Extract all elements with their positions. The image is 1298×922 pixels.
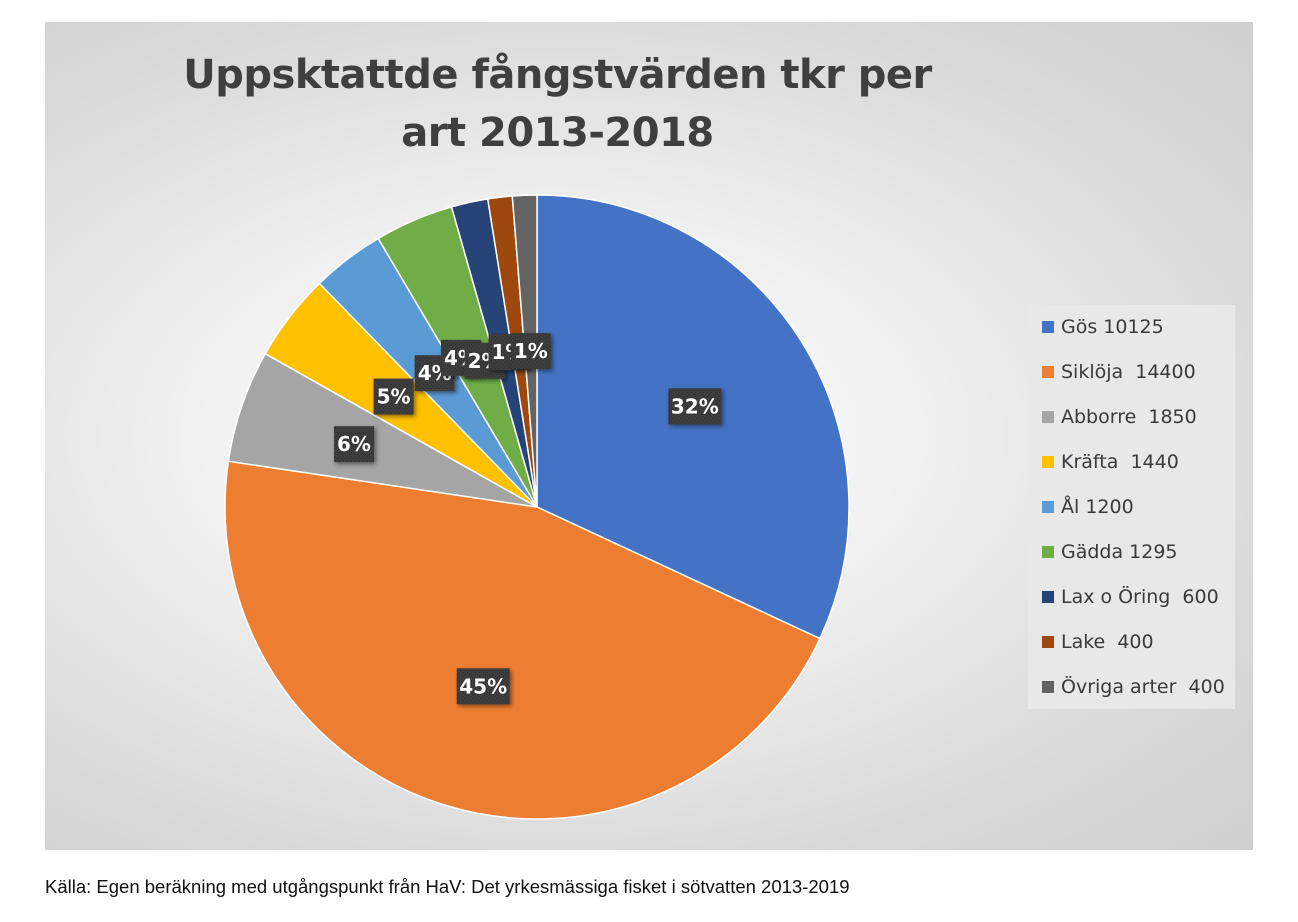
legend-label: Lax o Öring 600 [1061, 586, 1219, 608]
source-note: Källa: Egen beräkning med utgångspunkt f… [45, 876, 850, 897]
legend-label: Kräfta 1440 [1061, 451, 1179, 473]
legend-label: Abborre 1850 [1061, 406, 1197, 428]
legend-item: Kräfta 1440 [1042, 448, 1179, 476]
data-label: 6% [334, 426, 374, 463]
chart-title: Uppsktattde fångstvärden tkr per art 201… [183, 52, 932, 156]
legend-swatch [1042, 456, 1054, 468]
data-label-text: 45% [459, 674, 507, 698]
legend-item: Övriga arter 400 [1042, 673, 1225, 701]
legend-item: Siklöja 14400 [1042, 358, 1196, 386]
pie-chart: 32%45%6%5%4%4%2%1%1% [224, 194, 850, 820]
legend: Gös 10125 Siklöja 14400 Abborre 1850 Kräfta… [1028, 305, 1235, 709]
legend-label: Gös 10125 [1061, 316, 1164, 338]
legend-label: Siklöja 14400 [1061, 361, 1196, 383]
legend-item: Ål 1200 [1042, 493, 1134, 521]
data-label-text: 6% [337, 432, 371, 456]
data-label: 5% [373, 378, 414, 415]
legend-label: Lake 400 [1061, 631, 1154, 653]
legend-label: Gädda 1295 [1061, 541, 1178, 563]
data-label: 32% [668, 388, 722, 425]
legend-swatch [1042, 411, 1054, 423]
chart-area: Uppsktattde fångstvärden tkr per art 201… [45, 22, 1253, 850]
legend-item: Gös 10125 [1042, 313, 1164, 341]
data-label: 1% [510, 333, 551, 370]
legend-item: Lake 400 [1042, 628, 1154, 656]
data-label-text: 32% [671, 394, 719, 418]
data-label: 45% [456, 668, 510, 705]
legend-swatch [1042, 321, 1054, 333]
data-label-text: 1% [514, 339, 548, 363]
legend-label: Ål 1200 [1061, 496, 1134, 518]
data-label-text: 5% [377, 385, 411, 409]
legend-item: Lax o Öring 600 [1042, 583, 1219, 611]
legend-item: Abborre 1850 [1042, 403, 1197, 431]
legend-swatch [1042, 546, 1054, 558]
legend-swatch [1042, 366, 1054, 378]
legend-label: Övriga arter 400 [1061, 676, 1225, 698]
legend-swatch [1042, 501, 1054, 513]
legend-item: Gädda 1295 [1042, 538, 1178, 566]
legend-swatch [1042, 591, 1054, 603]
pie-slice [224, 460, 821, 820]
legend-swatch [1042, 636, 1054, 648]
legend-swatch [1042, 681, 1054, 693]
